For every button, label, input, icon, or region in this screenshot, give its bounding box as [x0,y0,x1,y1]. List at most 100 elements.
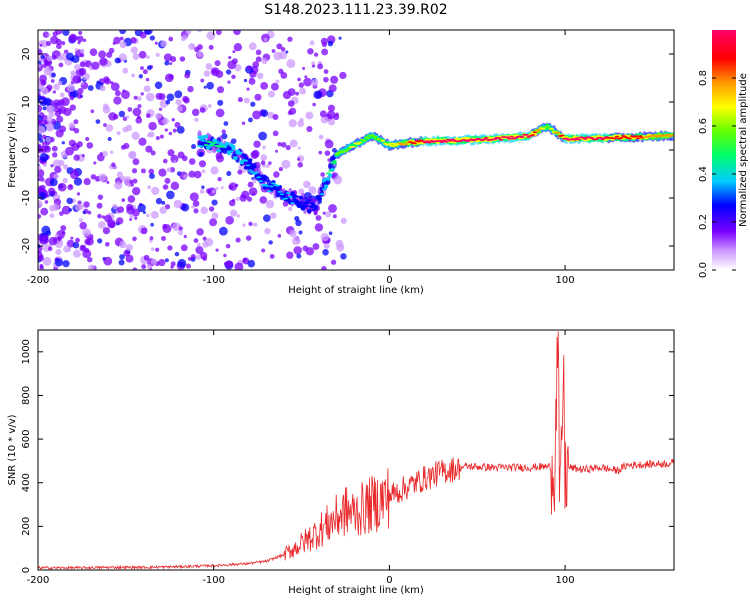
noise-speckle [321,265,327,270]
noise-speckle [155,135,160,141]
noise-speckle [208,44,214,50]
noise-speckle [116,217,124,225]
ridge-cell [254,171,259,174]
noise-speckle [150,247,155,251]
noise-speckle [46,105,55,114]
noise-speckle [273,51,283,61]
noise-speckle [144,30,153,35]
noise-speckle [297,146,301,150]
noise-speckle [223,253,227,258]
noise-speckle [321,41,327,48]
noise-speckle [87,85,94,91]
ridge-cell [505,136,510,139]
spectrogram-y-ticks: -20 -10 0 10 20 [21,48,674,254]
noise-speckle [234,262,244,270]
noise-speckle [70,70,76,76]
noise-speckle [196,51,204,58]
noise-speckle [113,96,122,105]
ridge-cell [300,207,306,210]
noise-speckle [158,107,163,111]
noise-speckle [73,168,77,172]
noise-speckle [218,226,228,236]
ridge-cell [366,137,371,140]
noise-speckle [150,222,154,227]
noise-speckle [82,228,91,237]
ridge-cell [256,176,261,179]
noise-speckle [110,82,120,92]
noise-speckle [287,36,293,42]
noise-speckle [131,131,140,140]
noise-speckle [45,136,52,143]
noise-speckle [119,30,127,35]
noise-speckle [59,92,65,98]
noise-speckle [71,143,80,151]
noise-speckle [114,90,121,97]
noise-speckle [335,239,344,248]
noise-speckle [261,248,266,253]
noise-speckle [209,218,218,227]
noise-speckle [62,177,68,184]
noise-speckle [53,83,60,91]
y-tick-label: 10 [21,96,32,109]
noise-speckle [273,171,280,178]
noise-speckle [178,226,183,231]
noise-speckle [54,258,64,267]
noise-speckle [38,202,41,207]
ridge-cell [334,153,339,156]
ridge-cell [264,185,270,187]
ridge-cell [555,131,561,134]
noise-speckle [131,73,136,78]
noise-speckle [298,188,305,195]
noise-speckle [173,199,183,209]
noise-speckle [299,87,307,95]
noise-speckle [223,121,229,126]
noise-speckle [246,65,252,70]
noise-speckle [159,206,167,214]
noise-speckle [193,170,202,179]
noise-speckle [127,107,133,112]
noise-speckle [258,131,268,141]
ridge-cell [237,151,242,154]
noise-speckle [199,107,206,113]
noise-speckle [70,236,74,240]
noise-speckle [40,54,45,60]
ridge-cell [345,149,350,152]
noise-speckle [204,238,214,247]
snr-panel: -200 -100 0 100 0 200 400 600 800 1000 Height of… [7,329,675,596]
ridge-cell [351,145,356,148]
noise-speckle [303,180,311,189]
ridge-cell [391,142,396,145]
ridge-cell [484,137,489,139]
noise-speckle [248,78,256,85]
noise-speckle [97,238,103,244]
ridge-cell [572,138,578,141]
noise-speckle [221,129,226,134]
ridge-cell [271,182,276,185]
noise-speckle [195,246,204,255]
noise-speckle [256,72,264,80]
noise-speckle [327,104,336,112]
noise-speckle [140,66,144,70]
noise-speckle [205,188,212,194]
ridge-cell [199,145,204,148]
noise-speckle [182,95,189,103]
ridge-cell [233,156,238,159]
noise-speckle [225,260,233,269]
ridge-cell [313,208,318,210]
ridge-cell [252,164,257,169]
noise-speckle [252,61,260,69]
x-tick-label: -100 [202,575,225,586]
noise-speckle [262,214,271,223]
noise-speckle [216,86,225,94]
noise-speckle [296,253,302,259]
colorbar-tick-label: 0.8 [698,70,709,86]
noise-speckle [194,46,200,53]
noise-speckle [149,173,155,180]
noise-speckle [248,221,253,227]
noise-speckle [248,117,253,123]
noise-speckle [150,210,159,219]
noise-speckle [323,69,329,74]
ridge-cell [224,142,230,144]
noise-speckle [82,72,90,81]
noise-speckle [328,231,333,236]
